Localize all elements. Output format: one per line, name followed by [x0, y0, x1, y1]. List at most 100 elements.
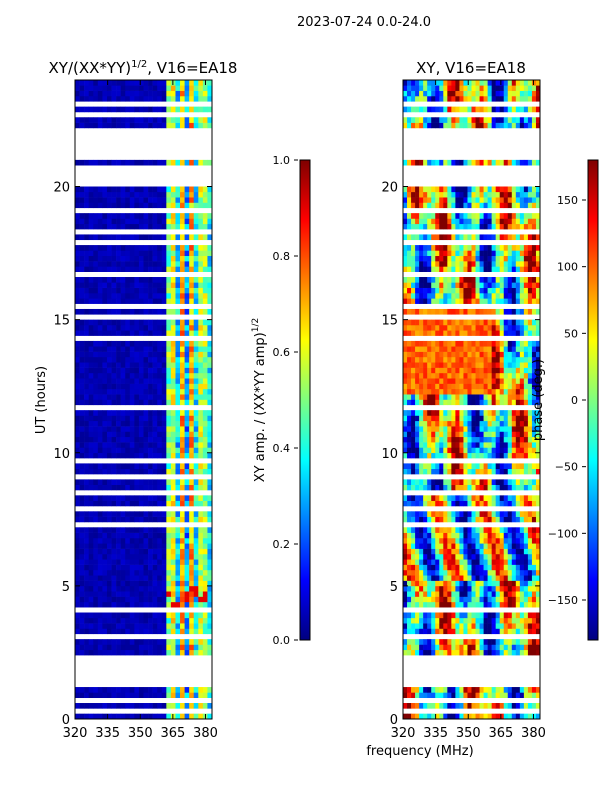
- heatmap-cell: [475, 356, 480, 363]
- heatmap-cell: [75, 324, 80, 331]
- heatmap-cell: [459, 543, 464, 549]
- heatmap-cell: [519, 468, 525, 475]
- heatmap-cell: [499, 367, 505, 374]
- heatmap-cell: [503, 388, 509, 395]
- heatmap-cell: [129, 687, 135, 693]
- heatmap-cell: [184, 436, 190, 443]
- heatmap-cell: [106, 191, 112, 198]
- heatmap-cell: [207, 346, 213, 352]
- heatmap-cell: [479, 532, 484, 539]
- heatmap-cell: [170, 293, 176, 299]
- heatmap-cell: [102, 367, 108, 374]
- heatmap-cell: [427, 596, 432, 603]
- heatmap-cell: [129, 330, 135, 336]
- heatmap-cell: [84, 447, 89, 454]
- heatmap-cell: [455, 639, 460, 645]
- heatmap-cell: [202, 463, 208, 470]
- heatmap-cell: [495, 367, 501, 374]
- heatmap-cell: [198, 585, 204, 592]
- heatmap-cell: [415, 553, 420, 560]
- heatmap-cell: [75, 569, 80, 576]
- heatmap-cell: [403, 649, 408, 656]
- heatmap-cell: [475, 532, 480, 539]
- heatmap-cell: [463, 553, 468, 560]
- heatmap-cell: [166, 367, 172, 374]
- heatmap-cell: [175, 692, 181, 699]
- heatmap-cell: [184, 516, 190, 523]
- heatmap-cell: [138, 106, 144, 113]
- heatmap-cell: [531, 388, 537, 395]
- heatmap-cell: [138, 245, 144, 251]
- heatmap-cell: [419, 500, 424, 507]
- heatmap-cell: [435, 346, 440, 352]
- heatmap-cell: [138, 319, 144, 326]
- heatmap-cell: [180, 436, 185, 443]
- heatmap-cell: [193, 639, 199, 645]
- heatmap-cell: [175, 447, 181, 454]
- heatmap-cell: [84, 436, 89, 443]
- heatmap-cell: [507, 436, 513, 443]
- heatmap-cell: [184, 569, 190, 576]
- heatmap-cell: [75, 532, 80, 539]
- heatmap-cell: [129, 255, 135, 262]
- heatmap-cell: [411, 415, 416, 422]
- heatmap-cell: [423, 330, 428, 336]
- heatmap-cell: [180, 495, 185, 501]
- heatmap-cell: [435, 559, 440, 565]
- heatmap-cell: [143, 644, 149, 651]
- heatmap-cell: [439, 543, 444, 549]
- heatmap-cell: [435, 293, 440, 299]
- heatmap-cell: [487, 516, 492, 523]
- heatmap-cell: [180, 324, 185, 331]
- heatmap-cell: [455, 575, 460, 581]
- heatmap-cell: [479, 340, 484, 347]
- heatmap-cell: [134, 319, 140, 326]
- heatmap-cell: [491, 516, 496, 523]
- heatmap-cell: [515, 410, 521, 416]
- heatmap-cell: [111, 80, 117, 86]
- heatmap-cell: [403, 394, 408, 400]
- heatmap-cell: [88, 298, 94, 304]
- heatmap-cell: [170, 266, 176, 272]
- heatmap-cell: [198, 218, 204, 225]
- heatmap-cell: [467, 399, 472, 406]
- heatmap-cell: [189, 500, 195, 507]
- heatmap-cell: [407, 569, 412, 576]
- heatmap-cell: [463, 628, 468, 635]
- heatmap-cell: [93, 186, 99, 193]
- heatmap-cell: [84, 122, 89, 129]
- heatmap-cell: [106, 537, 112, 544]
- heatmap-cell: [161, 452, 167, 459]
- heatmap-cell: [515, 266, 521, 272]
- heatmap-cell: [519, 388, 525, 395]
- heatmap-cell: [443, 713, 448, 720]
- heatmap-cell: [157, 213, 163, 219]
- heatmap-cell: [161, 346, 167, 352]
- heatmap-cell: [447, 362, 452, 368]
- heatmap-cell: [503, 692, 509, 699]
- heatmap-cell: [419, 436, 424, 443]
- heatmap-cell: [403, 585, 408, 592]
- heatmap-cell: [443, 346, 448, 352]
- heatmap-cell: [198, 713, 204, 720]
- heatmap-cell: [129, 346, 135, 352]
- heatmap-cell: [75, 516, 80, 523]
- heatmap-cell: [138, 436, 144, 443]
- heatmap-cell: [152, 367, 158, 374]
- heatmap-cell: [97, 452, 103, 459]
- heatmap-cell: [198, 436, 204, 443]
- heatmap-cell: [207, 372, 213, 379]
- heatmap-cell: [507, 367, 513, 374]
- heatmap-cell: [97, 117, 103, 123]
- heatmap-cell: [148, 394, 153, 400]
- heatmap-cell: [475, 484, 480, 491]
- heatmap-cell: [189, 511, 195, 517]
- heatmap-cell: [79, 452, 85, 459]
- heatmap-cell: [487, 548, 492, 555]
- heatmap-cell: [152, 559, 158, 565]
- heatmap-cell: [184, 495, 190, 501]
- heatmap-cell: [93, 245, 99, 251]
- heatmap-cell: [84, 261, 89, 267]
- heatmap-cell: [495, 410, 501, 416]
- heatmap-cell: [138, 234, 144, 241]
